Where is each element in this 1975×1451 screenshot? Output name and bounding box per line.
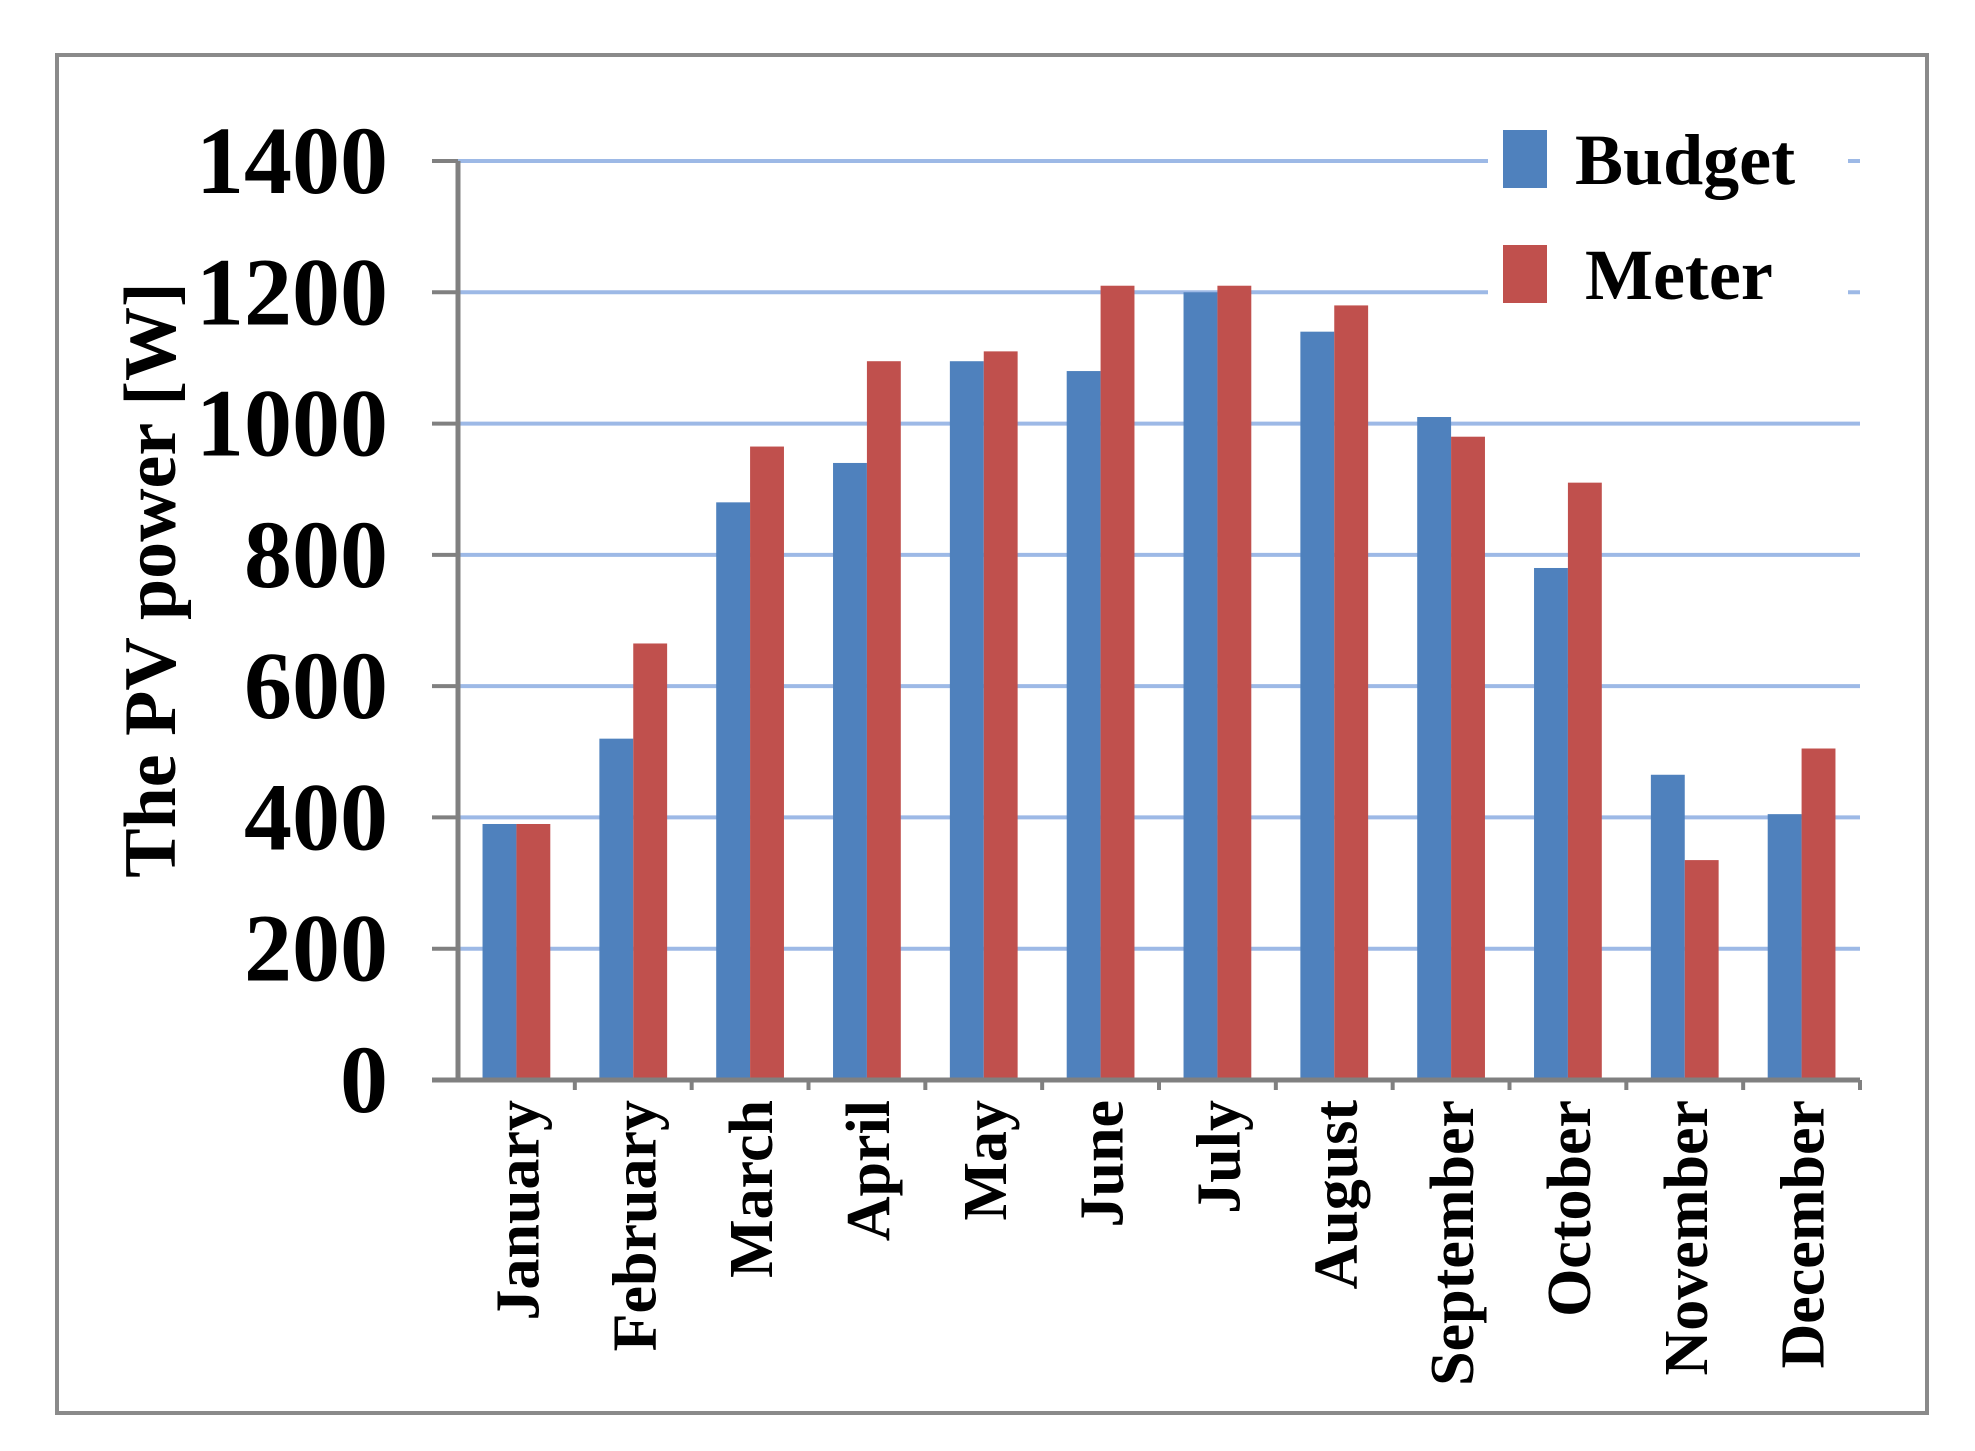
y-tick-label: 1000 xyxy=(196,370,388,477)
bar-meter xyxy=(866,361,901,1081)
y-tick-label: 1400 xyxy=(196,107,388,214)
y-tick-label: 600 xyxy=(244,632,388,739)
legend-label-meter: Meter xyxy=(1585,235,1773,315)
y-tick-label: 800 xyxy=(244,501,388,608)
x-category-labels: January February March April May June July Augu… xyxy=(484,1100,1837,1386)
bar-budget xyxy=(1534,567,1568,1080)
x-category-label: December xyxy=(1770,1100,1838,1369)
bar-budget xyxy=(482,823,517,1080)
y-tick-label: 0 xyxy=(340,1026,388,1133)
bar-meter xyxy=(1217,285,1252,1080)
legend: Budget Meter xyxy=(1488,118,1848,318)
legend-swatch-budget xyxy=(1503,130,1547,188)
bar-budget xyxy=(599,738,634,1080)
bar-budget xyxy=(1066,371,1101,1080)
x-category-label: August xyxy=(1302,1100,1370,1290)
bar-meter xyxy=(983,351,1018,1081)
bar-meter xyxy=(516,823,551,1080)
bar-meter xyxy=(750,446,784,1081)
bar-budget xyxy=(1183,292,1218,1080)
legend-label-budget: Budget xyxy=(1575,120,1795,200)
bar-budget xyxy=(1417,417,1452,1080)
y-tick-label: 1200 xyxy=(196,238,388,345)
bar-meter xyxy=(1334,305,1369,1080)
x-category-label: April xyxy=(835,1100,903,1241)
bar-meter xyxy=(1100,285,1135,1080)
bar-budget xyxy=(716,502,751,1080)
bars xyxy=(482,285,1836,1081)
bar-budget xyxy=(949,361,984,1081)
y-axis-title: The PV power [W] xyxy=(110,282,192,877)
y-tick-label: 400 xyxy=(244,763,388,870)
bar-budget xyxy=(833,462,867,1080)
bar-meter xyxy=(1567,482,1602,1080)
bar-budget xyxy=(1650,774,1685,1080)
x-category-label: January xyxy=(484,1100,552,1320)
y-tick-label: 200 xyxy=(244,895,388,1002)
bar-budget xyxy=(1300,331,1335,1081)
legend-swatch-meter xyxy=(1503,245,1547,303)
bar-meter xyxy=(1684,860,1719,1080)
legend-background xyxy=(1488,118,1848,318)
x-category-label: July xyxy=(1185,1100,1253,1214)
x-category-label: March xyxy=(718,1100,786,1278)
x-category-label: September xyxy=(1419,1100,1487,1386)
x-category-label: November xyxy=(1653,1100,1721,1375)
y-tick-labels: 0 200 400 600 800 1000 1200 1400 xyxy=(196,107,388,1133)
axes xyxy=(432,159,1862,1090)
x-category-label: October xyxy=(1536,1100,1604,1317)
x-category-label: February xyxy=(601,1100,669,1351)
x-category-label: June xyxy=(1069,1100,1137,1227)
x-category-label: May xyxy=(952,1100,1020,1221)
bar-meter xyxy=(1801,748,1836,1080)
bar-meter xyxy=(633,643,668,1080)
bar-meter xyxy=(1451,436,1485,1080)
bar-budget xyxy=(1767,814,1802,1080)
